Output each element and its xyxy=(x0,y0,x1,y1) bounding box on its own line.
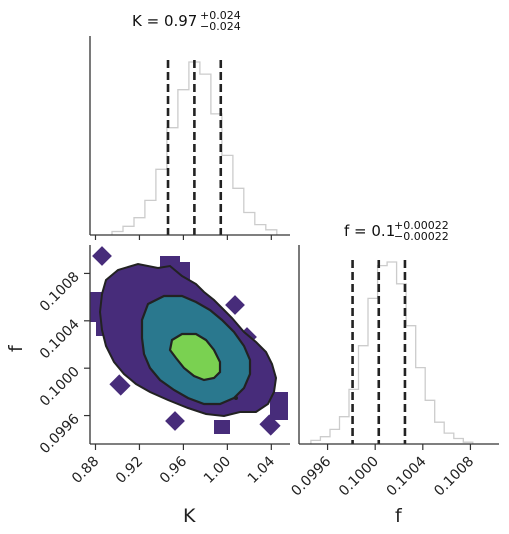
k-histogram-panel: K = 0.97 +0.024 −0.024 xyxy=(89,9,290,240)
f-hist-x-ticks: 0.0996 0.1000 0.1004 0.1008 xyxy=(288,444,477,499)
f-axis-label: f xyxy=(395,505,403,527)
contour-dot xyxy=(234,396,238,400)
f-tick-label: 0.1008 xyxy=(431,454,477,500)
joint-contour-panel: 0.88 0.92 0.96 1.00 1.04 0.09960.10000.10040… xyxy=(37,245,290,487)
k-quantile-lines xyxy=(166,60,223,235)
f-tick-label: 0.1000 xyxy=(336,454,382,500)
joint-x-ticks: 0.88 0.92 0.96 1.00 1.04 xyxy=(69,444,278,487)
f-histogram-step xyxy=(310,261,474,444)
k-histogram-bars xyxy=(94,61,278,240)
f-quantile-lines xyxy=(351,260,407,444)
k-tick-label: 0.96 xyxy=(157,453,190,486)
k-tick-label: 1.04 xyxy=(245,453,278,486)
f-y-axis-label: f xyxy=(5,344,27,352)
inner-contour xyxy=(168,332,222,382)
f-tick-label: 0.1004 xyxy=(384,453,430,499)
k-title-sub: −0.024 xyxy=(200,20,241,33)
k-tick-label: 0.88 xyxy=(69,454,102,487)
k-tick-label: 1.00 xyxy=(201,454,234,487)
k-axis-label: K xyxy=(183,505,196,527)
f-y-tick-label: 0.1000 xyxy=(37,364,83,410)
f-title-sub: −0.00022 xyxy=(394,230,449,243)
f-title-sup: +0.00022 xyxy=(394,219,449,232)
joint-contour-fills xyxy=(90,246,288,436)
k-title: K = 0.97 xyxy=(132,12,197,30)
f-y-tick-label: 0.0996 xyxy=(37,411,83,457)
f-histogram-bars xyxy=(310,261,474,444)
f-y-tick-label: 0.1008 xyxy=(37,269,83,315)
f-title: f = 0.1 xyxy=(344,222,395,240)
f-tick-label: 0.0996 xyxy=(288,453,334,499)
f-y-tick-label: 0.1004 xyxy=(37,316,83,362)
k-title-sup: +0.024 xyxy=(200,9,241,22)
k-tick-label: 0.92 xyxy=(113,454,146,487)
f-histogram-panel: f = 0.1 +0.00022 −0.00022 xyxy=(298,219,499,445)
